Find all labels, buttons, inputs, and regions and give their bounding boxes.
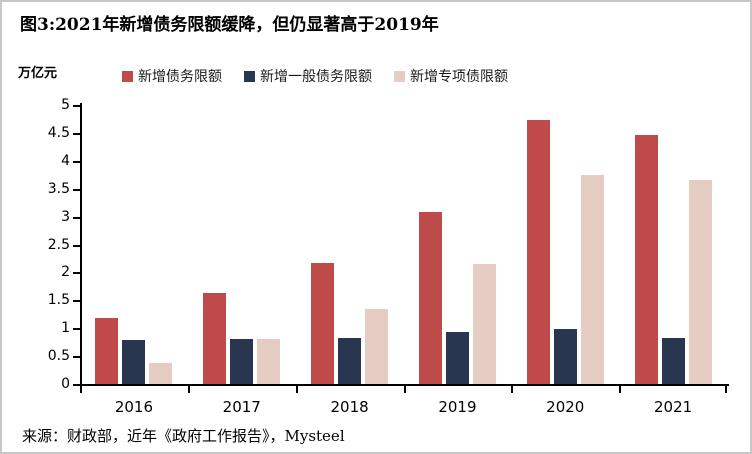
y-tick-label: 3.5 [47, 180, 70, 197]
x-tick-label: 2017 [222, 398, 261, 416]
y-axis-line [80, 103, 82, 386]
bar[interactable] [526, 120, 550, 384]
bar-group [80, 105, 188, 384]
y-tick-label: 4.5 [47, 124, 70, 141]
x-axis-line [80, 384, 729, 386]
y-tick-label: 0 [61, 376, 70, 392]
y-tick-mark [73, 105, 80, 107]
y-axis-unit-label: 万亿元 [18, 66, 58, 81]
legend-label: 新增一般债务限额 [260, 69, 372, 85]
legend-label: 新增债务限额 [138, 69, 222, 85]
bar[interactable] [661, 338, 685, 384]
x-axis-labels: 2016 2017 2018 2019 2020 2021 [80, 386, 729, 426]
bar[interactable] [149, 362, 173, 384]
x-tick-mark [187, 386, 190, 393]
legend-swatch-icon [122, 70, 133, 82]
bar[interactable] [95, 318, 119, 384]
source-note: 来源：财政部，近年《政府工作报告》，Mysteel [22, 427, 345, 445]
y-tick-label: 1.5 [47, 292, 70, 309]
y-tick-mark [73, 188, 80, 191]
y-tick-label: 0.5 [47, 348, 70, 365]
y-tick-label: 2 [61, 264, 70, 281]
y-tick-mark [73, 384, 80, 386]
y-tick-label: 1 [61, 320, 70, 337]
y-tick-mark [73, 244, 80, 247]
y-tick-label: 5 [61, 97, 70, 113]
bar[interactable] [580, 174, 604, 384]
page-title: 图3:2021年新增债务限额缓降，但仍显著高于2019年 [20, 15, 439, 35]
bar[interactable] [445, 332, 469, 384]
x-tick-mark [725, 386, 727, 393]
bar[interactable] [688, 180, 712, 384]
bar[interactable] [122, 340, 146, 384]
legend-item[interactable]: 新增专项债限额 [394, 66, 508, 86]
y-tick-mark [73, 216, 80, 219]
y-tick-mark [73, 300, 80, 303]
bar[interactable] [553, 329, 577, 384]
bar[interactable] [311, 262, 335, 384]
x-tick-mark [80, 386, 82, 393]
bar[interactable] [338, 338, 362, 384]
plot-area: 0 0.5 1 1.5 2 2.5 3 3.5 4 4.5 5 [48, 97, 727, 392]
y-tick-label: 4 [61, 152, 70, 169]
bar[interactable] [257, 339, 281, 384]
bar[interactable] [365, 308, 389, 384]
y-tick-mark [73, 328, 80, 331]
legend-swatch-icon [394, 70, 405, 82]
y-tick-mark [73, 272, 80, 275]
x-tick-label: 2019 [438, 398, 477, 416]
bar[interactable] [472, 264, 496, 384]
x-tick-mark [619, 386, 622, 393]
bar[interactable] [230, 338, 254, 384]
bar-group [619, 105, 727, 384]
y-tick-mark [73, 356, 80, 359]
y-tick-mark [73, 132, 80, 135]
legend-item[interactable]: 新增债务限额 [122, 66, 222, 86]
x-tick-mark [403, 386, 406, 393]
x-tick-label: 2018 [330, 398, 369, 416]
legend-label: 新增专项债限额 [410, 69, 508, 85]
x-tick-label: 2021 [653, 398, 693, 416]
x-tick-mark [511, 386, 514, 393]
legend-item[interactable]: 新增一般债务限额 [244, 66, 372, 86]
bar-group [296, 105, 404, 384]
y-tick-label: 2.5 [47, 236, 70, 253]
bar[interactable] [634, 134, 658, 384]
bar[interactable] [418, 212, 442, 384]
bar-group [188, 105, 296, 384]
x-tick-label: 2016 [114, 398, 153, 416]
bar-group [404, 105, 512, 384]
x-tick-label: 2020 [546, 398, 585, 416]
bar-group [511, 105, 619, 384]
x-tick-mark [295, 386, 298, 393]
chart-legend: 新增债务限额 新增一般债务限额 新增专项债限额 [122, 66, 508, 86]
y-tick-label: 3 [61, 208, 70, 225]
bar[interactable] [203, 293, 227, 384]
y-tick-mark [73, 160, 80, 163]
legend-swatch-icon [244, 70, 255, 82]
